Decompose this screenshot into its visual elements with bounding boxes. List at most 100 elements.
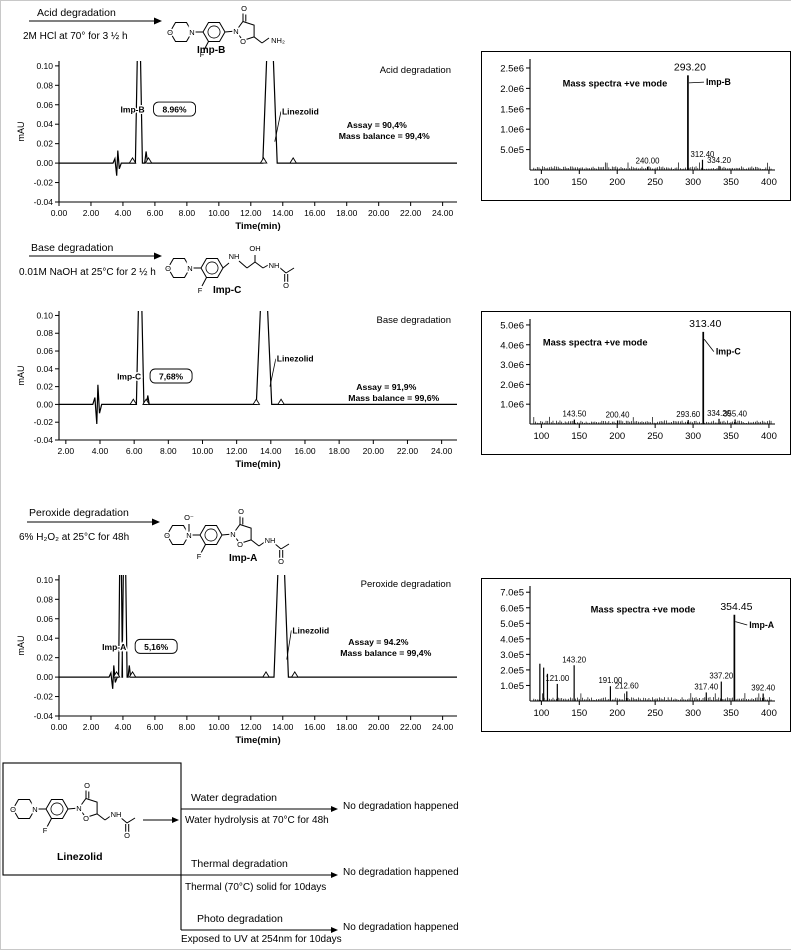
peroxide-mass-spectrum-panel: 7.0e5 6.0e5 5.0e5 4.0e5 3.0e5 2.0e5 1.0e5 100 15…: [481, 578, 791, 732]
svg-text:392.40: 392.40: [751, 684, 776, 693]
svg-text:0.02: 0.02: [36, 139, 53, 149]
svg-text:O: O: [240, 37, 246, 46]
peroxide-mass-spectrum: 7.0e5 6.0e5 5.0e5 4.0e5 3.0e5 2.0e5 1.0e5 100 15…: [500, 586, 777, 719]
thermal-degradation-condition: Thermal (70°C) solid for 10days: [185, 882, 327, 893]
svg-text:312.40: 312.40: [691, 150, 716, 159]
svg-text:2.0e5: 2.0e5: [500, 665, 524, 676]
svg-text:334.20: 334.20: [707, 156, 732, 165]
svg-text:Acid degradation: Acid degradation: [380, 65, 451, 76]
svg-text:Base degradation: Base degradation: [377, 315, 451, 326]
svg-text:8.00: 8.00: [160, 446, 177, 456]
svg-text:O: O: [237, 540, 243, 549]
svg-text:Mass balance = 99,4%: Mass balance = 99,4%: [340, 648, 431, 658]
svg-text:200: 200: [609, 708, 625, 719]
svg-text:-0.04: -0.04: [34, 435, 54, 445]
svg-text:0.00: 0.00: [36, 158, 53, 168]
svg-text:Imp-C: Imp-C: [117, 372, 141, 382]
svg-text:400: 400: [761, 708, 777, 719]
water-degradation-title: Water degradation: [191, 792, 277, 804]
svg-text:2.0e6: 2.0e6: [500, 84, 524, 95]
peroxide-condition: 6% H₂O₂ at 25°C for 48h: [19, 532, 130, 543]
svg-text:0.08: 0.08: [36, 594, 53, 604]
svg-text:0.00: 0.00: [51, 722, 68, 732]
svg-text:293.60: 293.60: [676, 410, 701, 419]
svg-text:14.00: 14.00: [272, 722, 294, 732]
svg-text:18.00: 18.00: [336, 722, 358, 732]
peroxide-flow-arrow: [27, 518, 160, 526]
svg-text:3.0e6: 3.0e6: [500, 360, 524, 371]
svg-text:191.00: 191.00: [598, 676, 623, 685]
svg-text:0.00: 0.00: [36, 399, 53, 409]
svg-text:22.00: 22.00: [400, 208, 422, 218]
photo-degradation-title: Photo degradation: [197, 913, 283, 925]
svg-text:Linezolid: Linezolid: [282, 106, 319, 116]
svg-text:NH₂: NH₂: [271, 36, 285, 45]
svg-text:334.20: 334.20: [707, 409, 732, 418]
svg-text:O: O: [10, 805, 16, 814]
svg-text:2.0e6: 2.0e6: [500, 380, 524, 391]
svg-text:293.20: 293.20: [674, 61, 706, 73]
svg-text:3.0e5: 3.0e5: [500, 650, 524, 661]
svg-text:6.0e5: 6.0e5: [500, 603, 524, 614]
svg-text:16.00: 16.00: [294, 446, 316, 456]
svg-text:O: O: [167, 28, 173, 37]
svg-text:355.40: 355.40: [723, 409, 748, 418]
svg-text:6.00: 6.00: [147, 722, 164, 732]
acid-flow-arrow: [29, 17, 162, 25]
svg-text:143.20: 143.20: [562, 655, 587, 664]
svg-text:Imp-A: Imp-A: [749, 620, 775, 630]
svg-text:14.00: 14.00: [260, 446, 282, 456]
svg-text:NH: NH: [265, 536, 276, 545]
svg-text:F: F: [198, 286, 203, 295]
svg-text:0.04: 0.04: [36, 119, 53, 129]
svg-text:mAU: mAU: [16, 636, 26, 656]
svg-text:150: 150: [571, 431, 587, 442]
svg-text:212.60: 212.60: [615, 681, 640, 690]
svg-text:0.10: 0.10: [36, 310, 53, 320]
svg-text:Imp-A: Imp-A: [102, 642, 126, 652]
svg-text:0.10: 0.10: [36, 575, 53, 585]
svg-text:337.20: 337.20: [709, 672, 734, 681]
svg-text:Assay = 94.2%: Assay = 94.2%: [348, 637, 408, 647]
svg-text:0.08: 0.08: [36, 328, 53, 338]
svg-text:0.00: 0.00: [51, 208, 68, 218]
impB-structure-label: Imp-B: [197, 45, 226, 56]
svg-text:N: N: [186, 531, 191, 540]
photo-degradation-result: No degradation happened: [343, 922, 459, 933]
svg-text:Assay = 90,4%: Assay = 90,4%: [347, 120, 407, 130]
svg-text:0.10: 0.10: [36, 61, 53, 71]
svg-text:0.04: 0.04: [36, 633, 53, 643]
svg-text:Time(min): Time(min): [235, 221, 280, 232]
svg-text:20.00: 20.00: [368, 208, 390, 218]
svg-text:-0.02: -0.02: [34, 692, 54, 702]
svg-text:100: 100: [533, 431, 549, 442]
svg-text:O: O: [164, 531, 170, 540]
svg-text:300: 300: [685, 177, 701, 188]
svg-text:240.00: 240.00: [636, 157, 661, 166]
svg-text:4.00: 4.00: [92, 446, 109, 456]
svg-text:0.00: 0.00: [36, 672, 53, 682]
svg-text:N: N: [32, 805, 37, 814]
svg-text:Imp-B: Imp-B: [706, 77, 731, 87]
svg-text:250: 250: [647, 708, 663, 719]
svg-text:5.0e6: 5.0e6: [500, 320, 524, 331]
svg-text:400: 400: [761, 431, 777, 442]
acid-flow-title: Acid degradation: [37, 7, 116, 19]
thermal-degradation-result: No degradation happened: [343, 867, 459, 878]
svg-text:Time(min): Time(min): [235, 459, 280, 470]
svg-text:24.00: 24.00: [432, 208, 454, 218]
svg-text:O: O: [283, 281, 289, 290]
svg-text:-0.04: -0.04: [34, 197, 54, 207]
svg-text:200.40: 200.40: [606, 410, 631, 419]
acid-condition: 2M HCl at 70° for 3 ½ h: [23, 31, 128, 42]
svg-text:Assay = 91,9%: Assay = 91,9%: [356, 382, 416, 392]
svg-text:6.00: 6.00: [147, 208, 164, 218]
svg-text:0.06: 0.06: [36, 100, 53, 110]
svg-text:14.00: 14.00: [272, 208, 294, 218]
bottom-flow-lines: [2, 762, 338, 933]
svg-text:20.00: 20.00: [368, 722, 390, 732]
svg-text:250: 250: [647, 431, 663, 442]
svg-text:0.04: 0.04: [36, 364, 53, 374]
svg-text:O: O: [238, 507, 244, 516]
svg-text:1.0e6: 1.0e6: [500, 125, 524, 136]
